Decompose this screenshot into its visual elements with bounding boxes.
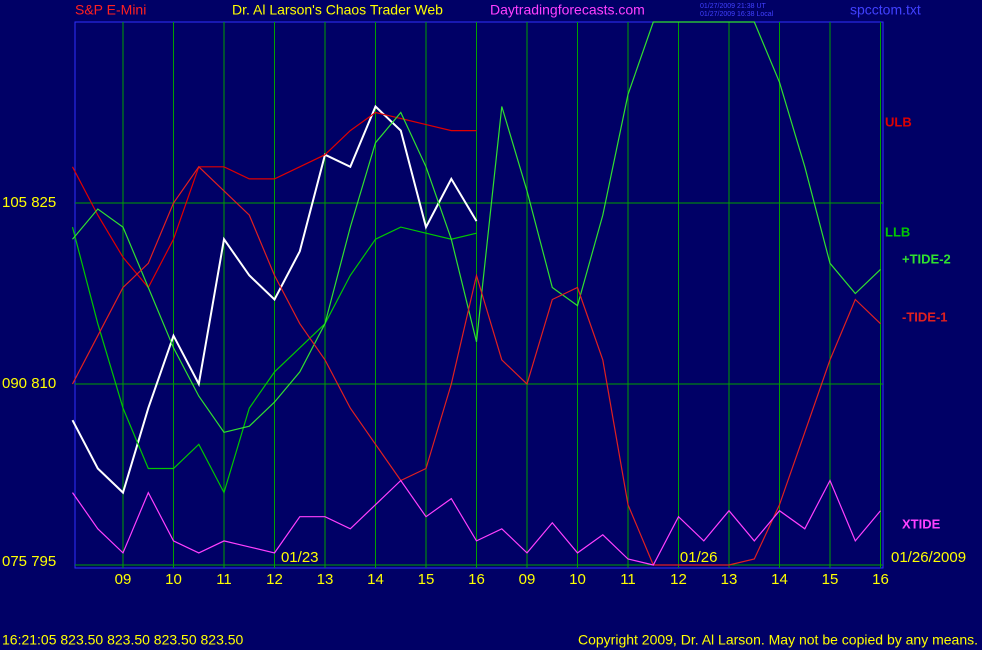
y-tick-label: 090 810 bbox=[2, 375, 56, 392]
end-date: 01/26/2009 bbox=[891, 549, 966, 566]
x-tick-label: 09 bbox=[519, 571, 536, 588]
x-tick-label: 15 bbox=[822, 571, 839, 588]
legend-label: -TIDE-1 bbox=[902, 309, 948, 324]
series-line bbox=[71, 165, 881, 566]
x-tick-label: 16 bbox=[872, 571, 889, 588]
stamp: 01/27/2009 16:38 Local bbox=[700, 11, 774, 18]
chart-title: Dr. Al Larson's Chaos Trader Web bbox=[232, 2, 443, 18]
legend-label: LLB bbox=[885, 224, 910, 239]
plot-frame bbox=[74, 21, 884, 569]
x-tick-label: 12 bbox=[670, 571, 687, 588]
x-tick-label: 12 bbox=[266, 571, 283, 588]
date-label: 01/26 bbox=[680, 549, 718, 566]
x-tick-label: 11 bbox=[620, 571, 636, 588]
y-tick-label: 105 825 bbox=[2, 194, 56, 211]
series-line bbox=[72, 479, 881, 566]
x-tick-label: 13 bbox=[721, 571, 738, 588]
series-line bbox=[71, 104, 478, 495]
x-tick-label: 09 bbox=[115, 571, 132, 588]
legend-label: +TIDE-2 bbox=[902, 251, 951, 266]
quote: 16:21:05 823.50 823.50 823.50 823.50 bbox=[2, 632, 244, 648]
x-tick-label: 10 bbox=[569, 571, 586, 588]
series-line bbox=[71, 111, 477, 289]
x-tick-label: 16 bbox=[468, 571, 485, 588]
x-tick-label: 15 bbox=[418, 571, 435, 588]
x-tick-label: 14 bbox=[367, 571, 384, 588]
series-line bbox=[71, 226, 477, 495]
file-name: spcctom.txt bbox=[850, 2, 921, 18]
stamp: 01/27/2009 21:38 UT bbox=[700, 3, 766, 10]
legend-label: ULB bbox=[885, 114, 912, 129]
x-tick-label: 10 bbox=[165, 571, 182, 588]
x-tick-label: 13 bbox=[317, 571, 334, 588]
x-tick-label: 14 bbox=[771, 571, 788, 588]
legend-label: XTIDE bbox=[902, 516, 941, 531]
copyright: Copyright 2009, Dr. Al Larson. May not b… bbox=[578, 632, 978, 648]
site-name: Daytradingforecasts.com bbox=[490, 2, 645, 18]
instrument: S&P E-Mini bbox=[75, 2, 146, 18]
x-tick-label: 11 bbox=[216, 571, 232, 588]
series-line bbox=[72, 21, 881, 433]
date-label: 01/23 bbox=[281, 549, 319, 566]
y-tick-label: 075 795 bbox=[2, 553, 56, 570]
